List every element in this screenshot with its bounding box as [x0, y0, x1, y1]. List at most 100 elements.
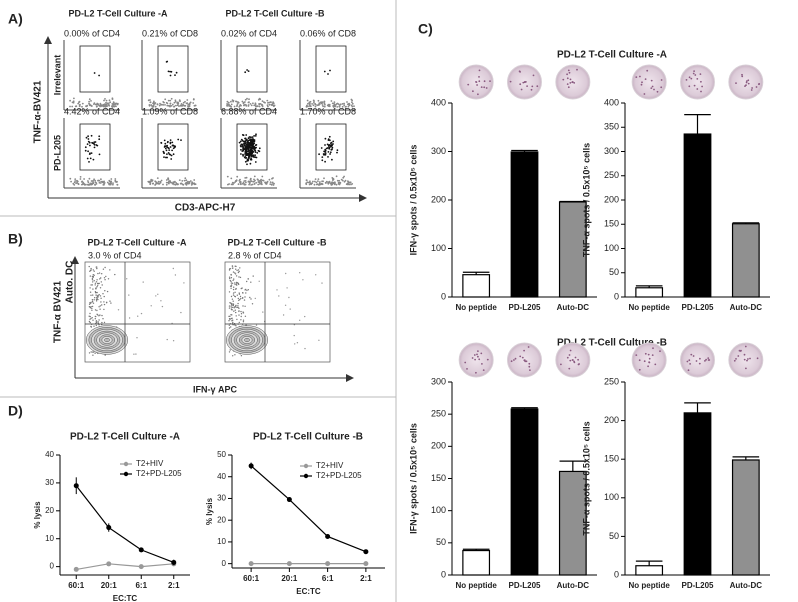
flow-event [88, 265, 90, 268]
flow-event [244, 183, 247, 186]
spot [652, 347, 654, 350]
flow-event [255, 146, 257, 149]
flow-event [161, 305, 164, 308]
spot [568, 354, 571, 356]
spot [644, 352, 647, 355]
axis-label: EC:TC [113, 594, 138, 602]
flow-event [237, 102, 240, 104]
x-tick-label: 20:1 [281, 574, 298, 583]
flow-event [245, 153, 247, 155]
flow-event [165, 61, 168, 63]
flow-event [230, 295, 233, 298]
y-tick-label: 10 [217, 537, 226, 546]
flow-event [106, 105, 108, 108]
flow-event [174, 183, 177, 186]
flow-event [242, 134, 245, 137]
flow-event [252, 275, 254, 277]
flow-event [227, 105, 229, 107]
flow-event [228, 183, 231, 185]
spot [690, 77, 693, 80]
spot [560, 363, 562, 366]
spot [520, 88, 523, 91]
axis-label: TNF-α-BV421 [33, 80, 44, 143]
flow-event [249, 162, 252, 165]
spot [695, 360, 698, 362]
spot [532, 74, 535, 77]
spot [639, 75, 641, 78]
flow-event [228, 315, 230, 318]
flow-event [234, 282, 236, 284]
flow-event [253, 135, 256, 137]
flow-event [86, 157, 89, 160]
flow-event [73, 181, 76, 184]
spot [643, 360, 646, 363]
flow-event [322, 153, 325, 155]
flow-event [69, 99, 71, 102]
flow-event [71, 105, 74, 108]
flow-event [88, 177, 91, 180]
flow-event [234, 324, 236, 326]
flow-event [231, 317, 233, 319]
flow-event [269, 181, 272, 184]
flow-event [316, 104, 319, 107]
flow-event [312, 104, 315, 107]
spot [650, 79, 653, 82]
flow-event [165, 179, 168, 181]
spot [569, 78, 572, 81]
gate-percent: 1.70% of CD8 [300, 106, 356, 116]
point [73, 566, 79, 572]
bar [462, 274, 491, 298]
flow-event [169, 99, 172, 102]
spot [750, 89, 753, 91]
flow-event [101, 314, 103, 317]
series-line [75, 485, 174, 564]
flow-event [256, 105, 259, 108]
flow-event [187, 180, 189, 183]
y-tick-label: 300 [604, 146, 619, 156]
spot [483, 80, 486, 83]
flow-event [324, 160, 326, 163]
flow-event [164, 98, 167, 101]
flow-event [86, 143, 89, 146]
flow-event [106, 181, 109, 184]
flow-event [238, 293, 241, 295]
flow-event [336, 179, 339, 182]
flow-event [103, 308, 105, 311]
flow-event [309, 180, 311, 183]
flow-event [91, 279, 94, 281]
flow-event [327, 182, 330, 185]
flow-event [284, 304, 287, 306]
legend-label: T2+PD-L205 [316, 471, 362, 480]
flow-event [246, 69, 249, 71]
flow-event [89, 144, 91, 147]
flow-event [92, 294, 94, 296]
flow-event [230, 304, 233, 306]
gate [236, 123, 268, 171]
point [171, 559, 177, 565]
flow-event [91, 278, 94, 280]
flow-event [234, 291, 236, 293]
flow-event [88, 104, 91, 107]
flow-event [93, 72, 96, 74]
flow-event [337, 183, 340, 185]
point [138, 547, 144, 553]
flow-event [239, 182, 242, 185]
flow-event [342, 176, 345, 179]
flow-event [230, 103, 233, 106]
y-tick-label: 50 [436, 537, 446, 547]
gate [236, 45, 268, 93]
axis-label: % lysis [205, 497, 214, 525]
spot [654, 363, 657, 366]
flow-event [236, 318, 238, 321]
spot [648, 361, 650, 364]
flow-event [101, 321, 103, 324]
flow-event [75, 105, 78, 108]
flow-event [93, 102, 96, 105]
flow-event [168, 147, 170, 150]
flow-event [234, 283, 236, 286]
flow-event [92, 281, 94, 283]
flow-event [83, 183, 86, 186]
flow-event [108, 104, 110, 106]
spot [699, 73, 702, 75]
bar [731, 459, 760, 576]
